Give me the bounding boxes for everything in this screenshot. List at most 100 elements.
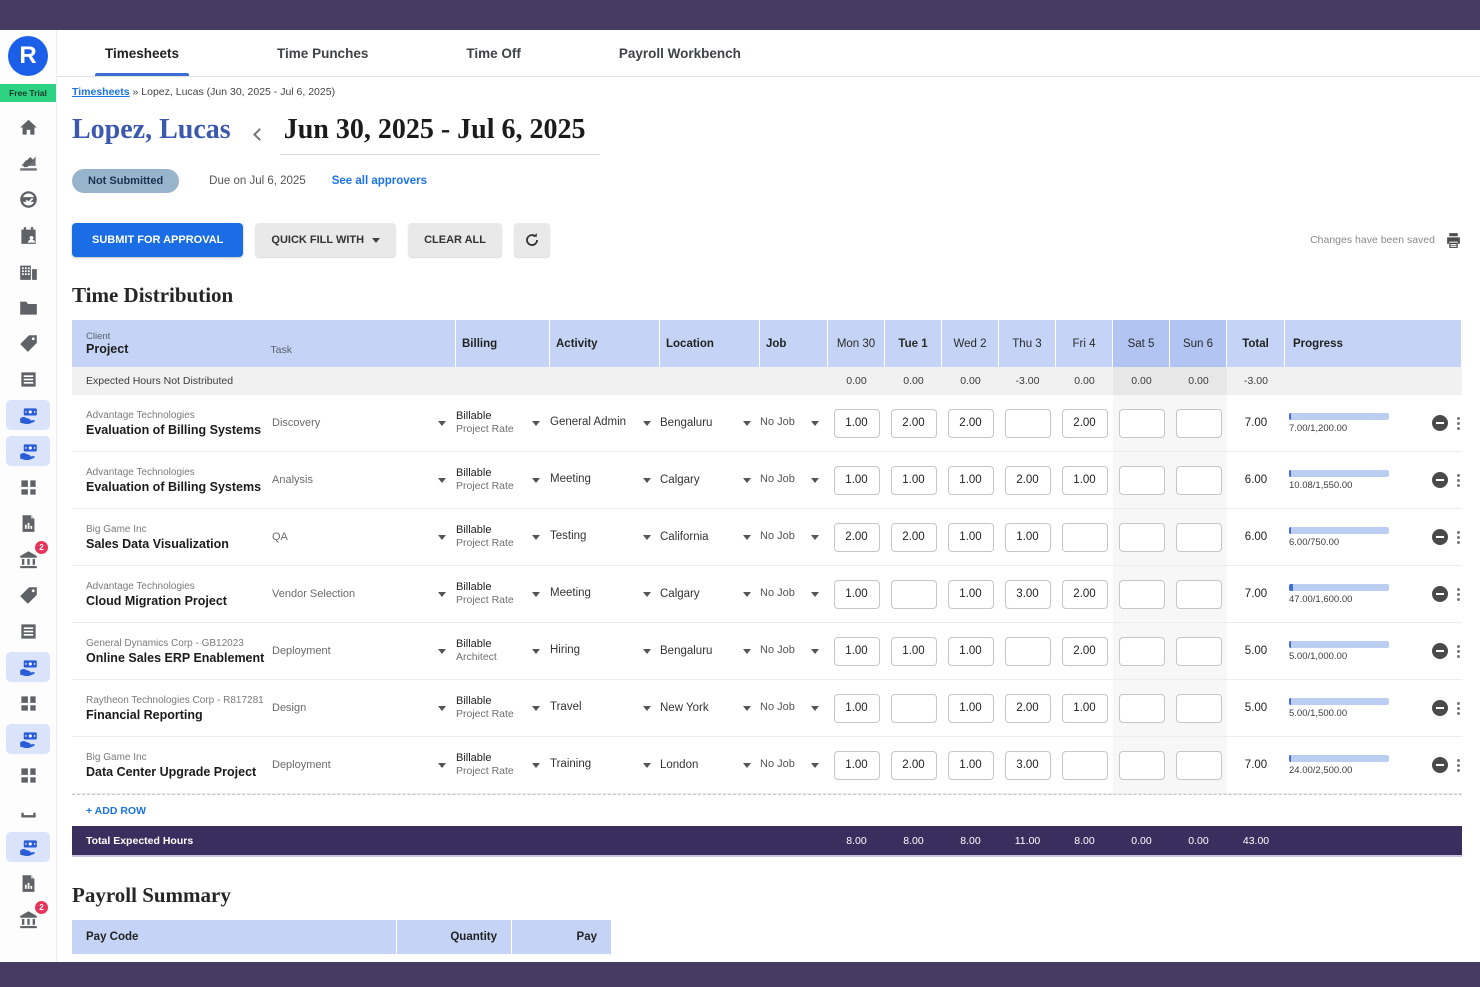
sidebar-item-edit-report[interactable] xyxy=(6,148,50,178)
activity-dropdown[interactable] xyxy=(634,762,660,768)
quick-fill-with-button[interactable]: QUICK FILL WITH xyxy=(255,223,397,257)
sidebar-item-list[interactable] xyxy=(6,616,50,646)
job-dropdown[interactable] xyxy=(802,534,828,540)
location-dropdown[interactable] xyxy=(734,591,760,597)
billing-dropdown[interactable] xyxy=(522,762,550,768)
row-menu-button[interactable] xyxy=(1457,530,1460,544)
hour-input[interactable] xyxy=(1175,579,1222,609)
sidebar-item-payroll-hand[interactable] xyxy=(6,832,50,862)
sidebar-item-grid[interactable] xyxy=(6,760,50,790)
row-menu-button[interactable] xyxy=(1457,758,1460,772)
sidebar-item-list[interactable] xyxy=(6,364,50,394)
hour-input[interactable] xyxy=(833,408,880,438)
sidebar-item-bank[interactable]: 2 xyxy=(6,541,50,574)
location-dropdown[interactable] xyxy=(734,477,760,483)
hour-input[interactable] xyxy=(1175,408,1222,438)
activity-dropdown[interactable] xyxy=(634,648,660,654)
print-icon[interactable] xyxy=(1445,232,1462,249)
sidebar-item-tray[interactable] xyxy=(6,796,50,826)
billing-dropdown[interactable] xyxy=(522,420,550,426)
hour-input[interactable] xyxy=(1061,636,1108,666)
project-dropdown[interactable] xyxy=(428,477,456,483)
hour-input[interactable] xyxy=(1118,579,1165,609)
hour-input[interactable] xyxy=(1175,693,1222,723)
sidebar-item-globe-check[interactable] xyxy=(6,184,50,214)
hour-input[interactable] xyxy=(1061,522,1108,552)
hour-input[interactable] xyxy=(1061,408,1108,438)
hour-input[interactable] xyxy=(1118,408,1165,438)
hour-input[interactable] xyxy=(947,465,994,495)
tab-timesheets[interactable]: Timesheets xyxy=(95,30,190,76)
hour-input[interactable] xyxy=(833,522,880,552)
add-row-button[interactable]: + ADD ROW xyxy=(86,804,146,817)
remove-row-button[interactable] xyxy=(1432,472,1448,488)
hour-input[interactable] xyxy=(1004,750,1051,780)
tab-payroll-workbench[interactable]: Payroll Workbench xyxy=(618,45,741,61)
hour-input[interactable] xyxy=(1175,522,1222,552)
see-all-approvers-link[interactable]: See all approvers xyxy=(331,175,427,187)
project-dropdown[interactable] xyxy=(428,534,456,540)
hour-input[interactable] xyxy=(947,408,994,438)
job-dropdown[interactable] xyxy=(802,762,828,768)
sidebar-item-calendar-user[interactable] xyxy=(6,220,50,250)
sidebar-item-home[interactable] xyxy=(6,112,50,142)
project-dropdown[interactable] xyxy=(428,648,456,654)
hour-input[interactable] xyxy=(890,636,937,666)
hour-input[interactable] xyxy=(890,522,937,552)
job-dropdown[interactable] xyxy=(802,591,828,597)
sidebar-item-tag[interactable] xyxy=(6,580,50,610)
hour-input[interactable] xyxy=(1118,522,1165,552)
remove-row-button[interactable] xyxy=(1432,586,1448,602)
hour-input[interactable] xyxy=(1118,636,1165,666)
billing-dropdown[interactable] xyxy=(522,477,550,483)
job-dropdown[interactable] xyxy=(802,477,828,483)
employee-name-link[interactable]: Lopez, Lucas xyxy=(72,114,231,145)
row-menu-button[interactable] xyxy=(1457,644,1460,658)
hour-input[interactable] xyxy=(1004,693,1051,723)
activity-dropdown[interactable] xyxy=(634,477,660,483)
job-dropdown[interactable] xyxy=(802,648,828,654)
hour-input[interactable] xyxy=(1004,636,1051,666)
project-dropdown[interactable] xyxy=(428,420,456,426)
hour-input[interactable] xyxy=(1175,636,1222,666)
row-menu-button[interactable] xyxy=(1457,416,1460,430)
sidebar-item-payroll-hand[interactable] xyxy=(6,436,50,466)
remove-row-button[interactable] xyxy=(1432,415,1448,431)
hour-input[interactable] xyxy=(1175,465,1222,495)
hour-input[interactable] xyxy=(833,693,880,723)
hour-input[interactable] xyxy=(1175,750,1222,780)
app-logo[interactable]: R xyxy=(8,36,48,76)
hour-input[interactable] xyxy=(890,465,937,495)
clear-all-button[interactable]: CLEAR ALL xyxy=(408,223,502,257)
location-dropdown[interactable] xyxy=(734,648,760,654)
activity-dropdown[interactable] xyxy=(634,534,660,540)
hour-input[interactable] xyxy=(947,750,994,780)
hour-input[interactable] xyxy=(947,693,994,723)
sidebar-item-bank[interactable]: 2 xyxy=(6,901,50,934)
sidebar-item-folder[interactable] xyxy=(6,292,50,322)
remove-row-button[interactable] xyxy=(1432,757,1448,773)
tab-time-punches[interactable]: Time Punches xyxy=(277,45,369,61)
hour-input[interactable] xyxy=(1118,750,1165,780)
job-dropdown[interactable] xyxy=(802,420,828,426)
row-menu-button[interactable] xyxy=(1457,473,1460,487)
hour-input[interactable] xyxy=(1118,465,1165,495)
sidebar-item-grid[interactable] xyxy=(6,472,50,502)
billing-dropdown[interactable] xyxy=(522,534,550,540)
location-dropdown[interactable] xyxy=(734,762,760,768)
remove-row-button[interactable] xyxy=(1432,700,1448,716)
job-dropdown[interactable] xyxy=(802,705,828,711)
hour-input[interactable] xyxy=(1004,465,1051,495)
submit-for-approval-button[interactable]: SUBMIT FOR APPROVAL xyxy=(72,223,244,257)
sidebar-item-building[interactable] xyxy=(6,256,50,286)
hour-input[interactable] xyxy=(1061,465,1108,495)
hour-input[interactable] xyxy=(1118,693,1165,723)
hour-input[interactable] xyxy=(1061,579,1108,609)
hour-input[interactable] xyxy=(890,408,937,438)
activity-dropdown[interactable] xyxy=(634,591,660,597)
hour-input[interactable] xyxy=(890,750,937,780)
billing-dropdown[interactable] xyxy=(522,648,550,654)
remove-row-button[interactable] xyxy=(1432,643,1448,659)
hour-input[interactable] xyxy=(947,522,994,552)
activity-dropdown[interactable] xyxy=(634,420,660,426)
